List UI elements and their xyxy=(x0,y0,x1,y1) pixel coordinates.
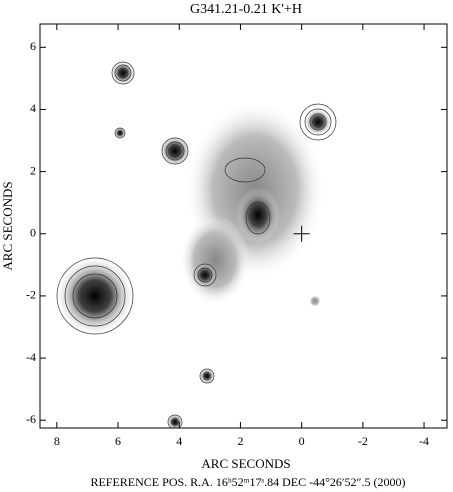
reference-cross xyxy=(293,225,310,242)
y-tick-label: 0 xyxy=(30,226,36,240)
x-tick-label: 6 xyxy=(115,434,121,448)
x-tick-label: 8 xyxy=(54,434,60,448)
y-tick-label: 2 xyxy=(30,163,36,177)
x-axis-label: ARC SECONDS xyxy=(201,456,290,471)
y-tick-label: 4 xyxy=(30,101,36,115)
x-tick-label: 4 xyxy=(176,434,182,448)
x-tick-label: -4 xyxy=(419,434,429,448)
x-tick-label: -2 xyxy=(358,434,368,448)
image xyxy=(55,61,337,428)
y-tick-label: -2 xyxy=(26,288,36,302)
y-tick-label: 6 xyxy=(30,39,36,53)
x-tick-label: 2 xyxy=(237,434,243,448)
y-tick-label: -4 xyxy=(26,350,36,364)
y-tick-label: -6 xyxy=(26,412,36,426)
footnote: REFERENCE POS. R.A. 16ʰ52ᵐ17ˢ.84 DEC -44… xyxy=(90,475,405,489)
chart-title: G341.21-0.21 K'+H xyxy=(190,2,302,17)
plot-frame xyxy=(39,23,448,429)
x-tick-label: 0 xyxy=(299,434,305,448)
y-axis-label: ARC SECONDS xyxy=(0,181,15,270)
